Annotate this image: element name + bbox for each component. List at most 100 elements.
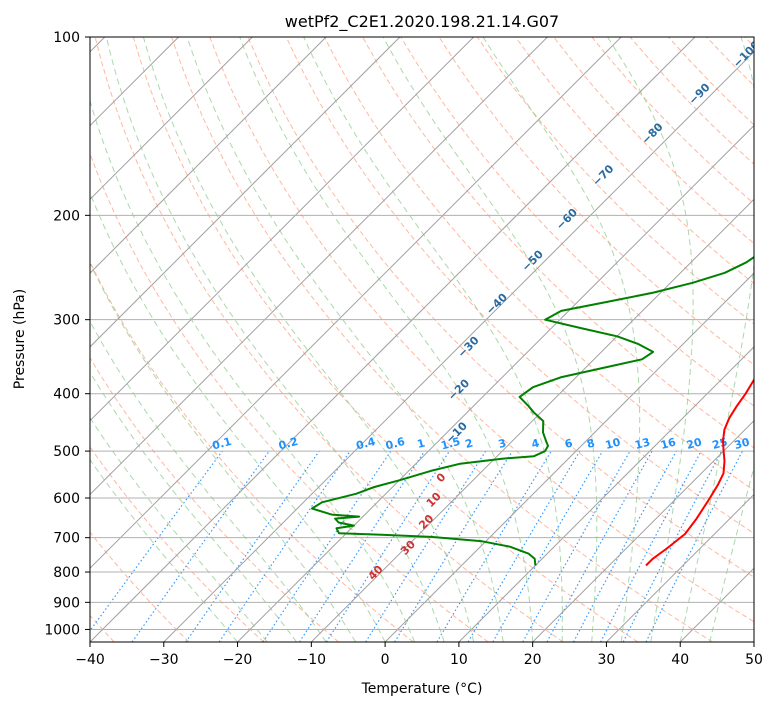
background-lines xyxy=(90,37,754,642)
isotherm-line xyxy=(90,37,327,274)
x-tick-label: 0 xyxy=(381,652,390,668)
moist-adiabat-line xyxy=(142,37,475,642)
isotherm-line xyxy=(90,37,548,496)
mixing-ratio-label: 36 xyxy=(755,435,773,452)
mixing-ratio-line xyxy=(645,450,744,642)
x-tick-label: 50 xyxy=(745,652,763,668)
mixing-ratio-line xyxy=(299,450,426,642)
dry-adiabat-line xyxy=(132,37,639,642)
mixing-ratio-label: 1.5 xyxy=(440,435,462,453)
dry-adiabat-line xyxy=(90,446,265,642)
x-axis: −40 −30 −20 −10 0 10 20 30 40 50 xyxy=(75,642,763,668)
y-tick-label: 800 xyxy=(53,565,80,581)
mixing-ratio-line xyxy=(394,450,513,642)
mixing-ratio-line xyxy=(131,450,270,642)
moist-adiabat-line xyxy=(90,416,268,642)
dry-adiabat-line xyxy=(94,37,564,642)
x-axis-label: Temperature (°C) xyxy=(361,681,483,697)
isotherm-line xyxy=(458,346,754,642)
y-tick-label: 600 xyxy=(53,491,80,507)
dewpoint-profile-line xyxy=(311,255,754,566)
x-tick-label: −40 xyxy=(75,652,105,668)
moist-adiabat-line xyxy=(482,37,641,642)
mixing-ratio-line xyxy=(522,450,631,642)
x-tick-label: 30 xyxy=(598,652,616,668)
mixing-ratio-label: 3 xyxy=(497,436,508,451)
dry-adiabat-line xyxy=(90,531,190,642)
series-layer xyxy=(311,255,754,567)
x-tick-label: −20 xyxy=(223,652,253,668)
moist-adiabat-line xyxy=(709,465,754,642)
mixing-ratio-label: 0.6 xyxy=(384,435,407,453)
isotherm-line xyxy=(90,37,475,422)
mixing-ratio-line xyxy=(262,450,392,642)
mixing-ratio-label: 25 xyxy=(711,435,729,452)
mixing-ratio-label: 20 xyxy=(685,435,703,452)
mixing-ratio-label: 6 xyxy=(563,436,574,451)
y-tick-label: 700 xyxy=(53,531,80,547)
y-tick-label: 900 xyxy=(53,595,80,611)
dry-adiabat-line xyxy=(90,152,489,642)
isotherm-line xyxy=(90,37,696,642)
mixing-ratio-label: 1 xyxy=(416,436,427,451)
isotherm-line xyxy=(237,124,754,642)
isotherm-line xyxy=(753,641,754,642)
dry-adiabat-line xyxy=(515,37,754,285)
isotherm-line xyxy=(90,37,401,348)
temperature-profile-line xyxy=(645,378,754,567)
mixing-ratio-label: 4 xyxy=(530,436,541,451)
mixing-ratio-line xyxy=(185,450,320,642)
isotherm-line xyxy=(90,37,622,569)
moist-adiabat-line xyxy=(239,37,534,642)
dry-adiabat-line xyxy=(209,37,754,623)
dry-adiabat-line xyxy=(90,356,339,642)
moist-adiabat-line xyxy=(105,37,445,642)
mixing-ratio-label: 0.1 xyxy=(211,435,233,453)
isotherm-line xyxy=(606,493,754,642)
y-tick-label: 500 xyxy=(53,444,80,460)
mixing-ratio-line xyxy=(572,450,677,642)
dry-adiabat-line xyxy=(323,37,754,491)
y-tick-label: 1000 xyxy=(44,622,80,638)
isotherm-line xyxy=(163,51,754,642)
mixing-ratio-label: 30 xyxy=(733,435,751,452)
y-tick-label: 300 xyxy=(53,313,80,329)
x-tick-label: 10 xyxy=(450,652,468,668)
moist-adiabat-line xyxy=(90,320,327,642)
moist-adiabat-line xyxy=(382,37,598,642)
mixing-ratio-line xyxy=(90,450,223,632)
isotherm-line xyxy=(532,419,754,642)
mixing-ratio-label: 16 xyxy=(659,435,677,452)
mixing-ratio-label: 8 xyxy=(585,436,596,451)
y-tick-label: 200 xyxy=(53,208,80,224)
chart-title: wetPf2_C2E1.2020.198.21.14.G07 xyxy=(285,12,559,32)
x-tick-label: −10 xyxy=(297,652,327,668)
moist-adiabat-line xyxy=(90,262,357,642)
mixing-ratio-line xyxy=(218,450,351,642)
x-tick-label: −30 xyxy=(149,652,179,668)
mixing-ratio-label: 10 xyxy=(604,435,622,452)
x-tick-label: 20 xyxy=(524,652,542,668)
moist-adiabat-line xyxy=(186,37,504,642)
moist-adiabat-line xyxy=(607,37,694,642)
moist-adiabat-line xyxy=(303,37,563,642)
y-tick-label: 100 xyxy=(53,30,80,46)
mixing-ratio-label: 0.2 xyxy=(277,435,299,453)
dry-adiabat-line xyxy=(438,37,754,366)
isotherm-line xyxy=(310,198,754,642)
dry-adiabat-line xyxy=(362,37,754,449)
mixing-ratio-line xyxy=(325,450,450,642)
plot-frame xyxy=(89,36,755,643)
y-axis-label: Pressure (hPa) xyxy=(12,289,28,389)
mixing-ratio-label: 0.4 xyxy=(355,435,378,453)
moist-adiabat-line xyxy=(679,37,754,642)
moist-adiabat-line xyxy=(90,458,238,642)
y-axis: 100 200 300 400 500 600 700 800 900 1000 xyxy=(44,30,90,638)
moist-adiabat-line xyxy=(90,191,386,642)
mixing-ratio-label: 2 xyxy=(464,436,475,451)
plot-background xyxy=(90,37,754,642)
y-tick-label: 400 xyxy=(53,387,80,403)
mixing-ratio-label: 13 xyxy=(633,435,651,452)
isotherm-line xyxy=(90,37,253,201)
